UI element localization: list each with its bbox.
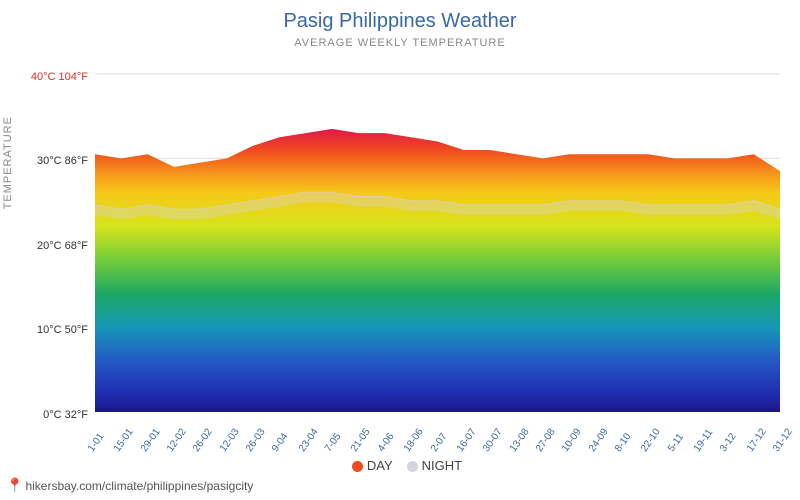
- xtick-label: 24-09: [587, 427, 611, 454]
- xtick-label: 12-02: [165, 427, 189, 454]
- ytick-label: 20°C 68°F: [37, 240, 88, 252]
- plot-area: [95, 57, 780, 412]
- source-footer: 📍hikersbay.com/climate/philippines/pasig…: [6, 477, 253, 494]
- xaxis-labels: 1-0115-0129-0112-0226-0212-0326-039-0423…: [95, 414, 780, 454]
- xtick-label: 10-09: [560, 427, 584, 454]
- xtick-label: 31-12: [771, 427, 795, 454]
- legend-swatch: [407, 461, 418, 472]
- xtick-label: 12-03: [218, 427, 242, 454]
- legend-swatch: [352, 461, 363, 472]
- xtick-label: 8-10: [613, 431, 633, 454]
- xtick-label: 5-11: [666, 432, 686, 454]
- chart-title: Pasig Philippines Weather: [0, 10, 800, 33]
- ytick-label: 0°C 32°F: [43, 409, 88, 421]
- xtick-label: 13-08: [508, 427, 532, 454]
- ytick-label: 40°C 104°F: [31, 71, 88, 83]
- legend-label: DAY: [367, 458, 393, 473]
- xtick-label: 26-02: [191, 427, 215, 454]
- xtick-label: 21-05: [349, 427, 373, 454]
- xtick-label: 27-08: [534, 427, 558, 454]
- xtick-label: 17-12: [745, 427, 769, 454]
- xtick-label: 22-10: [639, 427, 663, 454]
- xtick-label: 23-04: [297, 427, 321, 454]
- xtick-label: 1-01: [86, 431, 106, 454]
- xtick-label: 29-01: [139, 427, 163, 454]
- yaxis-labels: 0°C 32°F10°C 50°F20°C 68°F30°C 86°F40°C …: [30, 60, 92, 415]
- xtick-label: 19-11: [692, 427, 715, 454]
- yaxis-title: TEMPERATURE: [2, 116, 14, 209]
- xtick-label: 16-07: [455, 427, 479, 454]
- temperature-plot: [95, 57, 780, 412]
- xtick-label: 2-07: [428, 431, 448, 454]
- day-temperature-area: [95, 129, 780, 412]
- xtick-label: 30-07: [481, 427, 505, 454]
- xtick-label: 26-03: [244, 427, 268, 454]
- ytick-label: 10°C 50°F: [37, 324, 88, 336]
- legend: DAY NIGHT: [0, 458, 800, 473]
- xtick-label: 9-04: [270, 431, 290, 454]
- weather-chart: Pasig Philippines Weather AVERAGE WEEKLY…: [0, 0, 800, 500]
- xtick-label: 7-05: [323, 431, 343, 454]
- xtick-label: 15-01: [112, 427, 136, 454]
- source-url: hikersbay.com/climate/philippines/pasigc…: [25, 479, 253, 493]
- chart-subtitle: AVERAGE WEEKLY TEMPERATURE: [0, 37, 800, 49]
- xtick-label: 4-06: [376, 431, 396, 454]
- legend-label: NIGHT: [422, 458, 462, 473]
- xtick-label: 3-12: [718, 431, 738, 454]
- xtick-label: 18-06: [402, 427, 426, 454]
- map-pin-icon: 📍: [6, 477, 23, 493]
- ytick-label: 30°C 86°F: [37, 155, 88, 167]
